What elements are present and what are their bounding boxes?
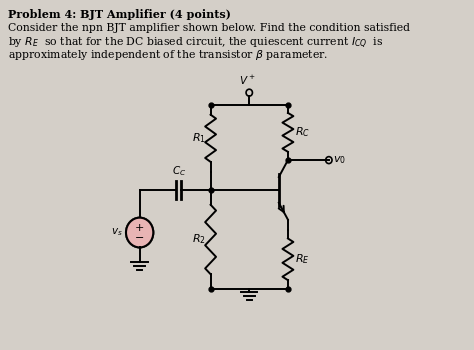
Text: $R_C$: $R_C$ — [295, 125, 310, 139]
Text: $V^+$: $V^+$ — [239, 74, 256, 87]
Text: +: + — [135, 223, 145, 233]
Text: Problem 4: BJT Amplifier (4 points): Problem 4: BJT Amplifier (4 points) — [8, 9, 231, 20]
Text: by $R_E$  so that for the DC biased circuit, the quiescent current $I_{CQ}$  is: by $R_E$ so that for the DC biased circu… — [8, 36, 383, 51]
Text: $R_E$: $R_E$ — [295, 252, 310, 266]
Text: −: − — [135, 233, 145, 244]
Text: approximately independent of the transistor $\beta$ parameter.: approximately independent of the transis… — [8, 48, 328, 62]
Text: $v_0$: $v_0$ — [333, 154, 346, 166]
Text: $v_s$: $v_s$ — [110, 227, 122, 238]
Text: $C_C$: $C_C$ — [172, 164, 186, 178]
Text: $R_2$: $R_2$ — [192, 233, 206, 246]
Circle shape — [126, 218, 153, 247]
Text: $R_1$: $R_1$ — [192, 131, 206, 145]
Text: Consider the npn BJT amplifier shown below. Find the condition satisfied: Consider the npn BJT amplifier shown bel… — [8, 23, 410, 33]
